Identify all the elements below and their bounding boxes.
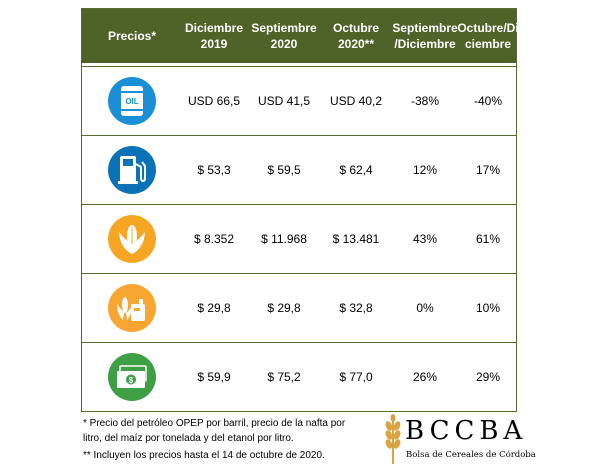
table-row: $ 8.352 $ 11.968 $ 13.481 43% 61% [82,204,516,273]
cell-dic-2019: $ 59,9 [197,370,231,384]
header-octubre-2020: Octubre 2020** [332,21,379,51]
cell-oct-dic: 61% [475,232,501,246]
cell-sep-dic: -38% [410,94,439,108]
footnote-line-1: * Precio del petróleo OPEP por barril, p… [83,418,346,429]
cell-oct-2020: $ 32,8 [339,301,373,315]
cell-oct-2020: $ 62,4 [339,163,373,177]
cell-sep-2020: $ 29,8 [267,301,301,315]
table-row: $ $ 59,9 $ 75,2 $ 77,0 26% 29% [82,342,516,411]
svg-text:$: $ [129,376,134,385]
cell-sep-dic: 26% [412,370,438,384]
cell-oct-dic: -40% [473,94,502,108]
cell-sep-2020: $ 59,5 [267,163,301,177]
header-diciembre-2019: Diciembre 2019 [184,21,244,51]
header-oct-dic: Octubre/Di ciembre [457,21,519,51]
cell-oct-2020: $ 77,0 [339,370,373,384]
ethanol-can-icon [108,284,156,332]
money-bill-icon: $ [108,353,156,401]
corn-icon [108,215,156,263]
cell-dic-2019: $ 53,3 [197,163,231,177]
cell-sep-2020: $ 11.968 [261,232,307,246]
cell-sep-2020: USD 41,5 [257,94,311,108]
table-row: OIL USD 66,5 USD 41,5 USD 40,2 -38% -40% [82,66,516,135]
cell-oct-dic: 17% [475,163,501,177]
cell-oct-2020: $ 13.481 [332,232,380,246]
header-septiembre-2020: Septiembre 2020 [251,21,317,51]
footnote-line-3: ** Incluyen los precios hasta el 14 de o… [83,450,325,461]
cell-sep-2020: $ 75,2 [267,370,301,384]
fuel-pump-icon [108,146,156,194]
header-sept-dic: Septiembre /Diciembre [392,21,458,51]
footnote-line-2: litro, del maíz por tonelada y del etano… [83,433,294,444]
cell-dic-2019: $ 29,8 [197,301,231,315]
cell-sep-dic: 12% [412,163,438,177]
prices-table: Precios* Diciembre 2019 Septiembre 2020 … [81,8,519,412]
cell-sep-dic: 0% [416,301,434,315]
logo-text: BCCBA [405,416,528,446]
cell-dic-2019: USD 66,5 [187,94,241,108]
oil-barrel-icon: OIL [108,77,156,125]
cell-oct-dic: 29% [475,370,501,384]
table-header: Precios* Diciembre 2019 Septiembre 2020 … [82,9,519,63]
cell-dic-2019: $ 8.352 [193,232,235,246]
oil-label: OIL [125,97,138,106]
bccba-logo: BCCBA Bolsa de Cereales de Córdoba [383,414,536,468]
header-precios: Precios* [107,29,157,43]
cell-oct-dic: 10% [475,301,501,315]
cell-oct-2020: USD 40,2 [329,94,383,108]
table-row: $ 29,8 $ 29,8 $ 32,8 0% 10% [82,273,516,342]
logo-subtitle: Bolsa de Cereales de Córdoba [406,450,536,460]
cell-sep-dic: 43% [412,232,438,246]
wheat-icon [385,414,401,464]
table-row: $ 53,3 $ 59,5 $ 62,4 12% 17% [82,135,516,204]
